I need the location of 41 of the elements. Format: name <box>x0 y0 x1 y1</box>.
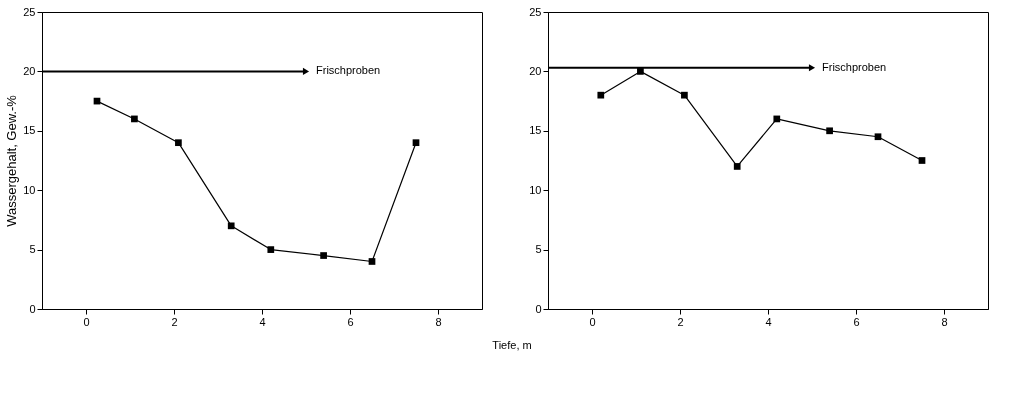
annotation: Frischproben <box>316 64 381 77</box>
x-tick-label: 2 <box>171 315 178 328</box>
y-tick-label: 0 <box>29 302 36 315</box>
y-axis-title: Wassergehalt, Gew.-% <box>4 94 20 227</box>
y-tick-label: 20 <box>23 64 36 77</box>
x-tick-label: 6 <box>853 315 860 328</box>
point <box>733 163 741 170</box>
point <box>368 258 376 265</box>
x-tick-label: 8 <box>941 315 948 328</box>
y-tick-label: 25 <box>23 5 36 18</box>
x-tick-label: 2 <box>677 315 684 328</box>
x-tick-label: 4 <box>259 315 266 328</box>
x-tick-label: 0 <box>83 315 90 328</box>
x-tick-label: 8 <box>435 315 442 328</box>
y-tick-label: 10 <box>529 183 542 196</box>
y-tick-label: 15 <box>529 124 542 137</box>
point <box>681 91 688 99</box>
y-tick-label: 10 <box>23 183 36 196</box>
point <box>918 157 926 164</box>
point <box>597 91 605 99</box>
y-tick-label: 5 <box>29 243 36 256</box>
point <box>412 139 420 147</box>
y-tick-label: 20 <box>529 64 542 77</box>
annotation: Frischproben <box>822 60 887 73</box>
point <box>773 115 781 123</box>
x-tick-label: 4 <box>765 315 772 328</box>
x-tick-label: 6 <box>347 315 354 328</box>
x-axis-title: Tiefe, m <box>492 339 532 351</box>
point <box>637 68 644 75</box>
point <box>826 127 833 135</box>
y-tick-label: 15 <box>23 124 36 137</box>
y-tick-label: 25 <box>529 5 542 18</box>
point <box>320 252 327 259</box>
point <box>175 139 182 147</box>
point <box>267 246 275 253</box>
x-tick-label: 0 <box>589 315 596 328</box>
y-tick-label: 5 <box>535 243 542 256</box>
point <box>227 222 235 230</box>
point <box>874 133 882 141</box>
point <box>131 115 138 123</box>
y-tick-label: 0 <box>535 302 542 315</box>
